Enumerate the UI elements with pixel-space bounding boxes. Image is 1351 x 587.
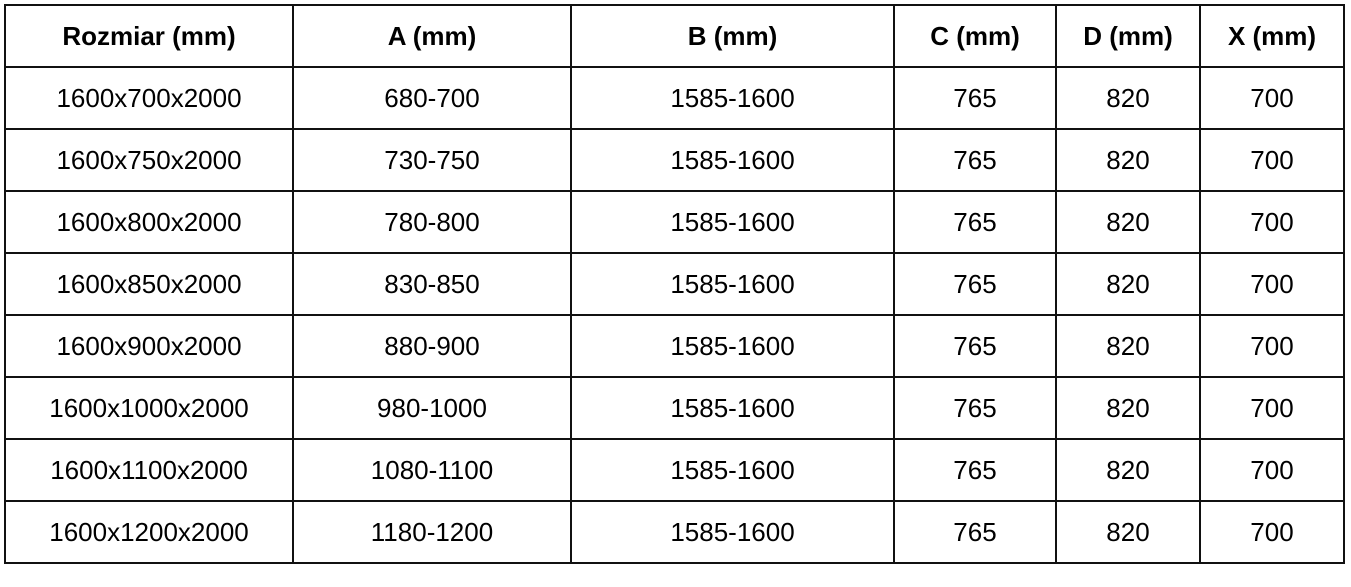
table-row: 1600x1000x2000 980-1000 1585-1600 765 820 700: [4, 376, 1345, 440]
table-cell: 1585-1600: [570, 128, 895, 192]
table-cell: 1080-1100: [292, 438, 572, 502]
table-cell: 1585-1600: [570, 190, 895, 254]
table-cell: 680-700: [292, 66, 572, 130]
table-cell: 700: [1199, 438, 1345, 502]
table-cell: 1585-1600: [570, 252, 895, 316]
header-row: Rozmiar (mm) A (mm) B (mm) C (mm) D (mm) X (m…: [4, 4, 1345, 68]
table-cell: 1585-1600: [570, 438, 895, 502]
table-cell: 1600x750x2000: [4, 128, 294, 192]
column-header: X (mm): [1199, 4, 1345, 68]
table-cell: 765: [893, 438, 1057, 502]
table-cell: 765: [893, 500, 1057, 564]
table-cell: 1600x850x2000: [4, 252, 294, 316]
table-row: 1600x700x2000 680-700 1585-1600 765 820 700: [4, 66, 1345, 130]
table-cell: 1585-1600: [570, 66, 895, 130]
table-cell: 700: [1199, 66, 1345, 130]
table-cell: 1180-1200: [292, 500, 572, 564]
table-cell: 1585-1600: [570, 500, 895, 564]
column-header: Rozmiar (mm): [4, 4, 294, 68]
table-cell: 1585-1600: [570, 376, 895, 440]
table-cell: 700: [1199, 376, 1345, 440]
table-row: 1600x1200x2000 1180-1200 1585-1600 765 820 70…: [4, 500, 1345, 564]
table-cell: 1600x1200x2000: [4, 500, 294, 564]
table-cell: 765: [893, 190, 1057, 254]
dimensions-table: Rozmiar (mm) A (mm) B (mm) C (mm) D (mm) X (m…: [4, 4, 1345, 564]
table-cell: 820: [1055, 66, 1201, 130]
table-cell: 1600x700x2000: [4, 66, 294, 130]
table-row: 1600x900x2000 880-900 1585-1600 765 820 700: [4, 314, 1345, 378]
table-cell: 820: [1055, 500, 1201, 564]
table-cell: 700: [1199, 252, 1345, 316]
table-cell: 1600x1000x2000: [4, 376, 294, 440]
table-cell: 765: [893, 376, 1057, 440]
table-cell: 765: [893, 314, 1057, 378]
table-cell: 820: [1055, 128, 1201, 192]
table-cell: 820: [1055, 252, 1201, 316]
column-header: B (mm): [570, 4, 895, 68]
column-header: A (mm): [292, 4, 572, 68]
table-cell: 820: [1055, 314, 1201, 378]
column-header: D (mm): [1055, 4, 1201, 68]
column-header: C (mm): [893, 4, 1057, 68]
table-cell: 880-900: [292, 314, 572, 378]
table-cell: 1600x800x2000: [4, 190, 294, 254]
table-row: 1600x800x2000 780-800 1585-1600 765 820 700: [4, 190, 1345, 254]
table-cell: 820: [1055, 438, 1201, 502]
table-cell: 820: [1055, 376, 1201, 440]
table-cell: 700: [1199, 314, 1345, 378]
table-cell: 700: [1199, 190, 1345, 254]
table-cell: 700: [1199, 128, 1345, 192]
table-cell: 765: [893, 128, 1057, 192]
table-cell: 980-1000: [292, 376, 572, 440]
table-cell: 780-800: [292, 190, 572, 254]
table-cell: 1600x1100x2000: [4, 438, 294, 502]
table-cell: 765: [893, 66, 1057, 130]
table-row: 1600x850x2000 830-850 1585-1600 765 820 700: [4, 252, 1345, 316]
table-cell: 700: [1199, 500, 1345, 564]
table-row: 1600x750x2000 730-750 1585-1600 765 820 700: [4, 128, 1345, 192]
table-cell: 730-750: [292, 128, 572, 192]
table-cell: 820: [1055, 190, 1201, 254]
table-cell: 1600x900x2000: [4, 314, 294, 378]
table-cell: 765: [893, 252, 1057, 316]
table-cell: 830-850: [292, 252, 572, 316]
table-cell: 1585-1600: [570, 314, 895, 378]
table-row: 1600x1100x2000 1080-1100 1585-1600 765 820 70…: [4, 438, 1345, 502]
